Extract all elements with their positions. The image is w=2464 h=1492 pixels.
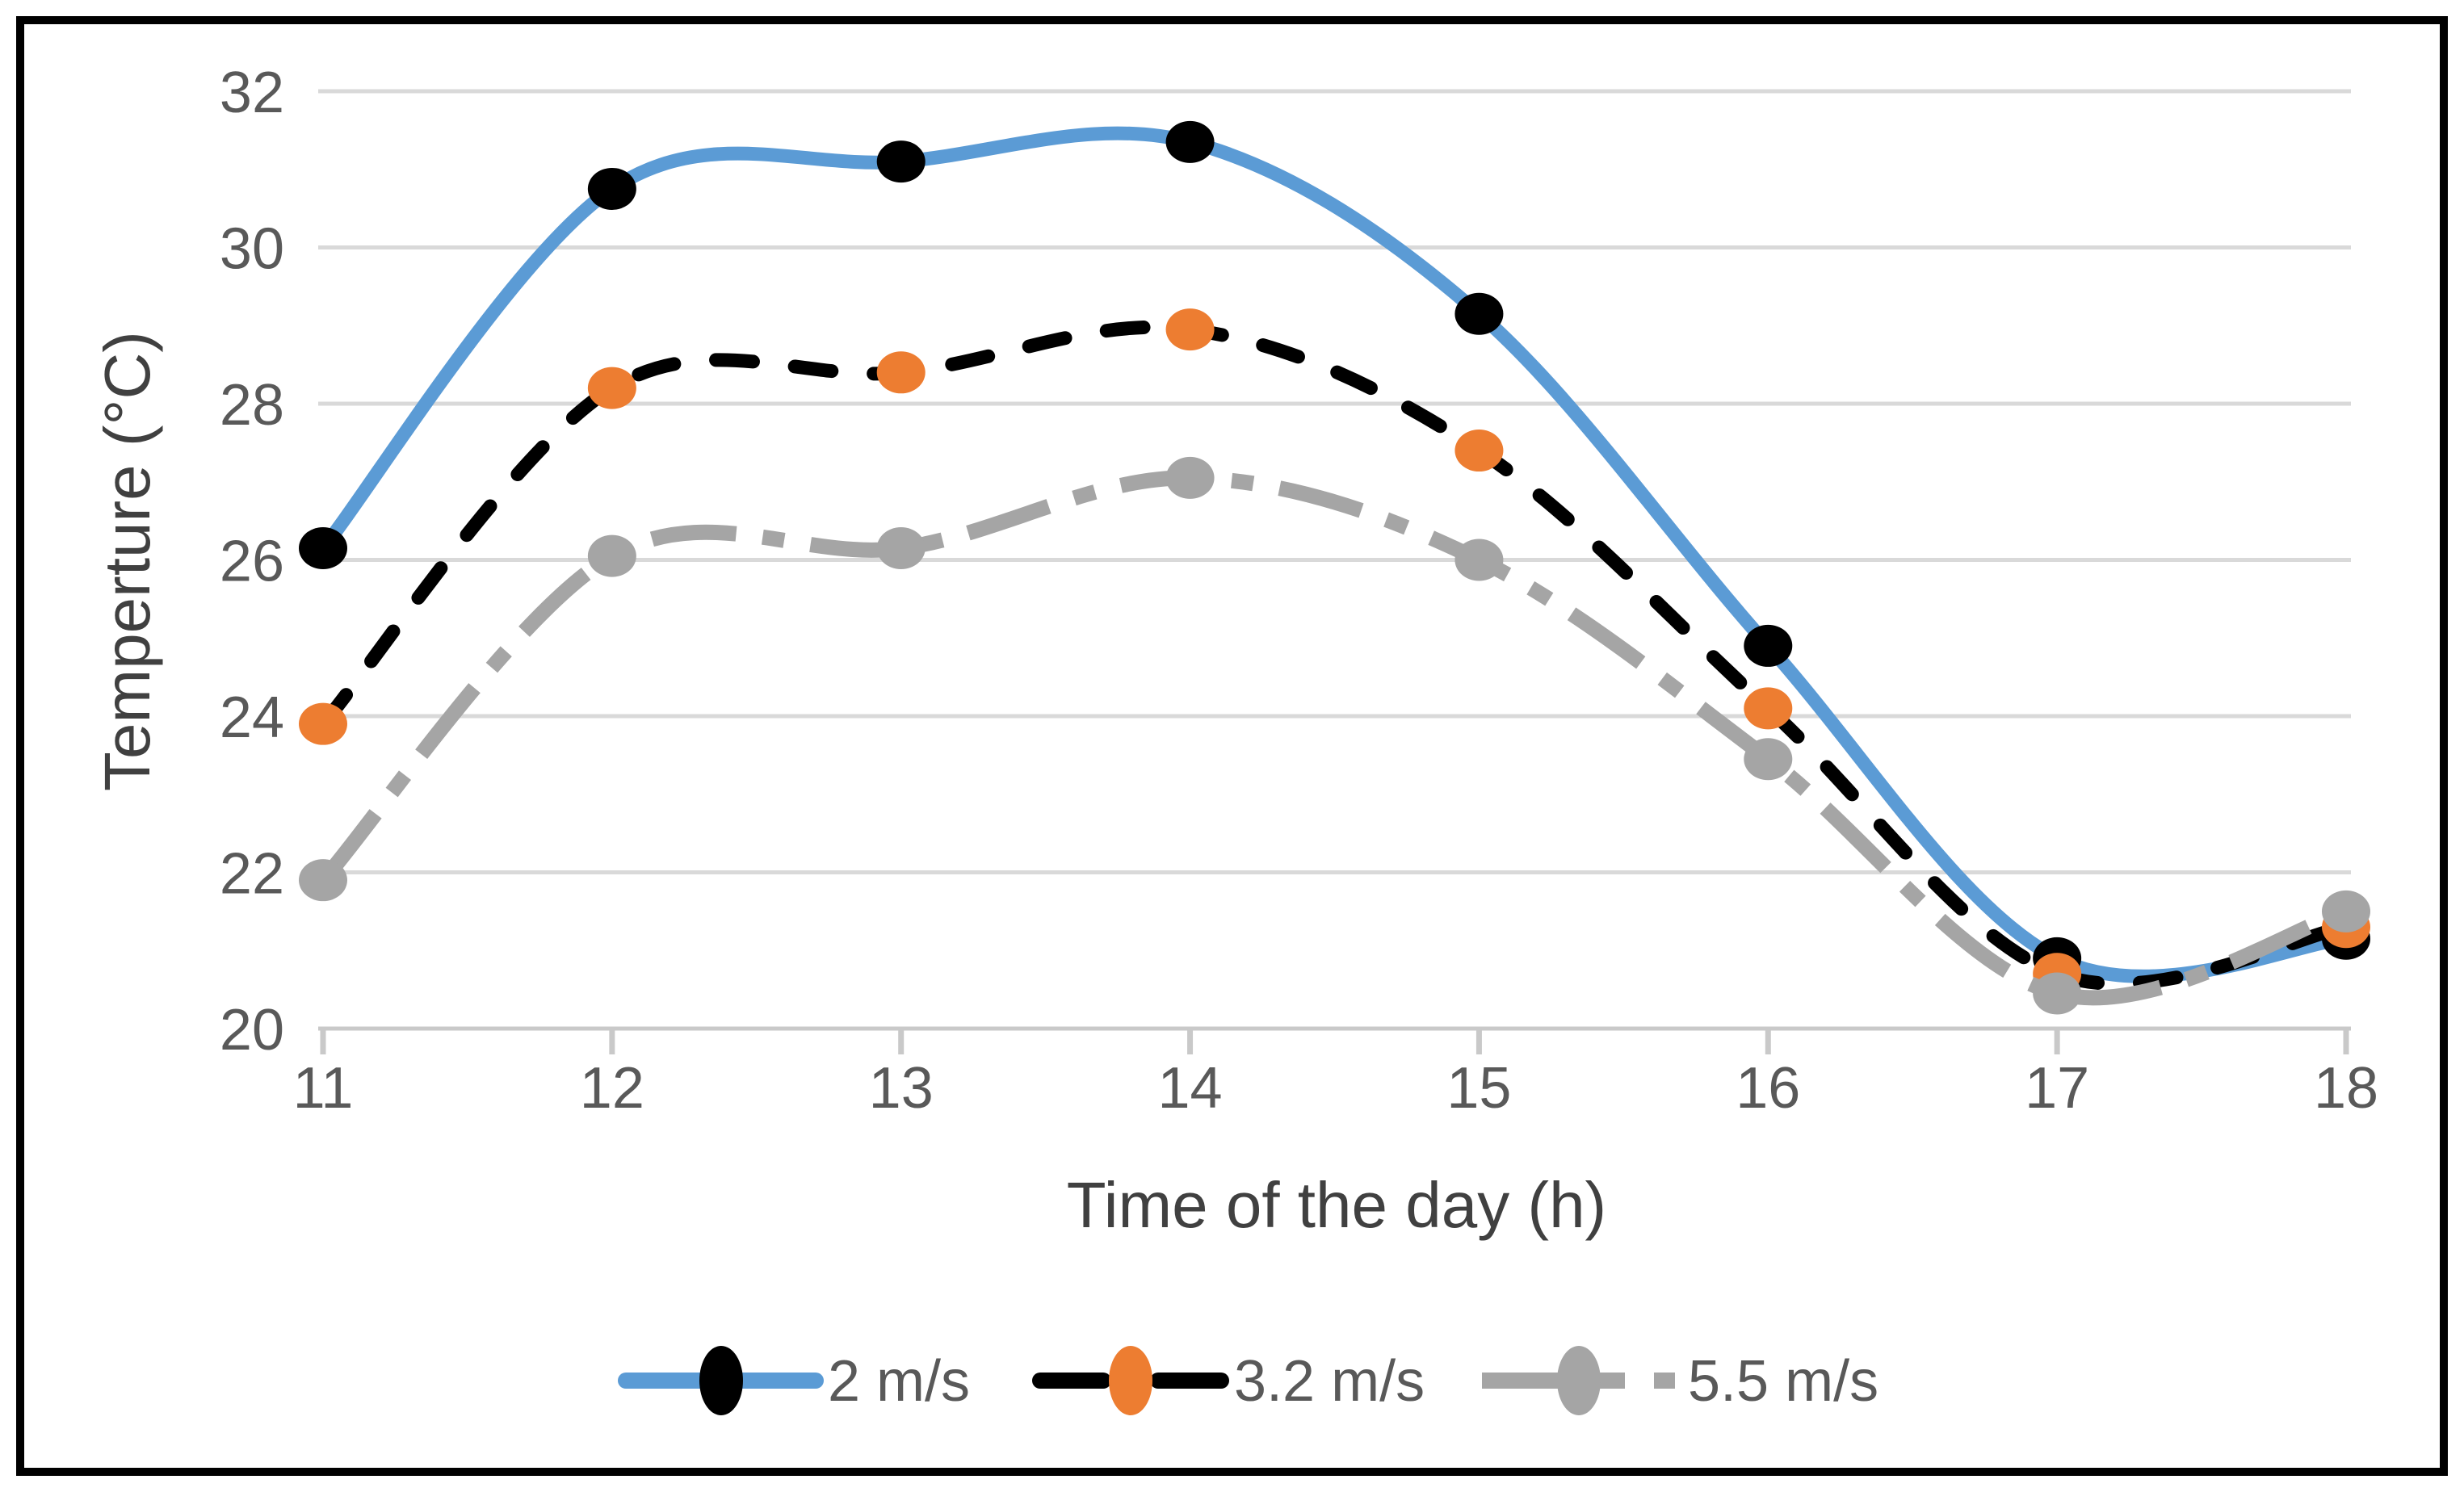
legend-label-5-5-m-s: 5.5 m/s xyxy=(1688,1349,1878,1414)
x-tick-label: 13 xyxy=(869,1056,934,1121)
x-tick-label: 12 xyxy=(580,1056,644,1121)
plot-series xyxy=(299,120,2370,1015)
x-tick-label: 16 xyxy=(1736,1056,1800,1121)
marker-3-2-m-s-14 xyxy=(1165,308,1215,351)
y-tick-label: 28 xyxy=(220,373,284,438)
x-tick-labels: 11 12 13 14 15 16 17 18 xyxy=(293,1056,2378,1121)
y-tick-label: 30 xyxy=(220,217,284,282)
marker-3-2-m-s-15 xyxy=(1454,430,1504,472)
marker-5-5-m-s-11 xyxy=(299,859,347,902)
figure-border xyxy=(16,16,2448,1476)
y-axis-title: Temperture (°C) xyxy=(91,331,163,791)
marker-5-5-m-s-17 xyxy=(2033,972,2082,1015)
marker-2-m-s-13 xyxy=(876,140,926,183)
x-axis-title: Time of the day (h) xyxy=(1067,1169,1606,1241)
x-tick-label: 11 xyxy=(293,1056,354,1121)
marker-2-m-s-14 xyxy=(1165,120,1215,163)
legend-item-2-m-s: 2 m/s xyxy=(618,1346,970,1415)
marker-2-m-s-15 xyxy=(1454,292,1504,335)
legend: 2 m/s 3.2 m/s 5.5 m/s xyxy=(618,1346,1878,1415)
y-tick-label: 26 xyxy=(220,530,284,594)
marker-2-m-s-11 xyxy=(299,526,347,569)
marker-3-2-m-s-11 xyxy=(299,702,347,745)
x-tick-label: 17 xyxy=(2025,1056,2089,1121)
marker-3-2-m-s-13 xyxy=(876,351,926,394)
marker-2-m-s-16 xyxy=(1744,624,1793,667)
x-tick-label: 18 xyxy=(2314,1056,2378,1121)
legend-label-3-2-m-s: 3.2 m/s xyxy=(1234,1349,1425,1414)
marker-5-5-m-s-15 xyxy=(1454,539,1504,581)
legend-swatch-marker xyxy=(699,1346,743,1415)
gridlines xyxy=(318,89,2351,1031)
legend-label-2-m-s: 2 m/s xyxy=(828,1349,970,1414)
y-tick-label: 24 xyxy=(220,685,284,750)
x-tick-label: 14 xyxy=(1158,1056,1223,1121)
marker-2-m-s-12 xyxy=(587,167,636,210)
series-line-3-2-m-s xyxy=(316,320,2353,991)
marker-5-5-m-s-14 xyxy=(1165,456,1215,499)
marker-3-2-m-s-12 xyxy=(587,367,636,409)
y-tick-label: 22 xyxy=(220,842,284,907)
marker-5-5-m-s-12 xyxy=(587,534,636,577)
marker-3-2-m-s-16 xyxy=(1744,687,1793,730)
x-axis xyxy=(320,1029,2349,1054)
y-tick-label: 32 xyxy=(220,61,284,125)
legend-item-5-5-m-s: 5.5 m/s xyxy=(1482,1346,1878,1415)
marker-5-5-m-s-16 xyxy=(1744,738,1793,781)
legend-swatch-marker xyxy=(1557,1346,1601,1415)
marker-5-5-m-s-13 xyxy=(876,526,926,569)
legend-item-3-2-m-s: 3.2 m/s xyxy=(1032,1346,1425,1415)
x-tick-label: 15 xyxy=(1446,1056,1511,1121)
y-tick-labels: 20 22 24 26 28 30 32 xyxy=(220,61,284,1062)
legend-swatch-marker xyxy=(1109,1346,1152,1415)
marker-5-5-m-s-18 xyxy=(2322,890,2370,932)
y-tick-label: 20 xyxy=(220,998,284,1062)
